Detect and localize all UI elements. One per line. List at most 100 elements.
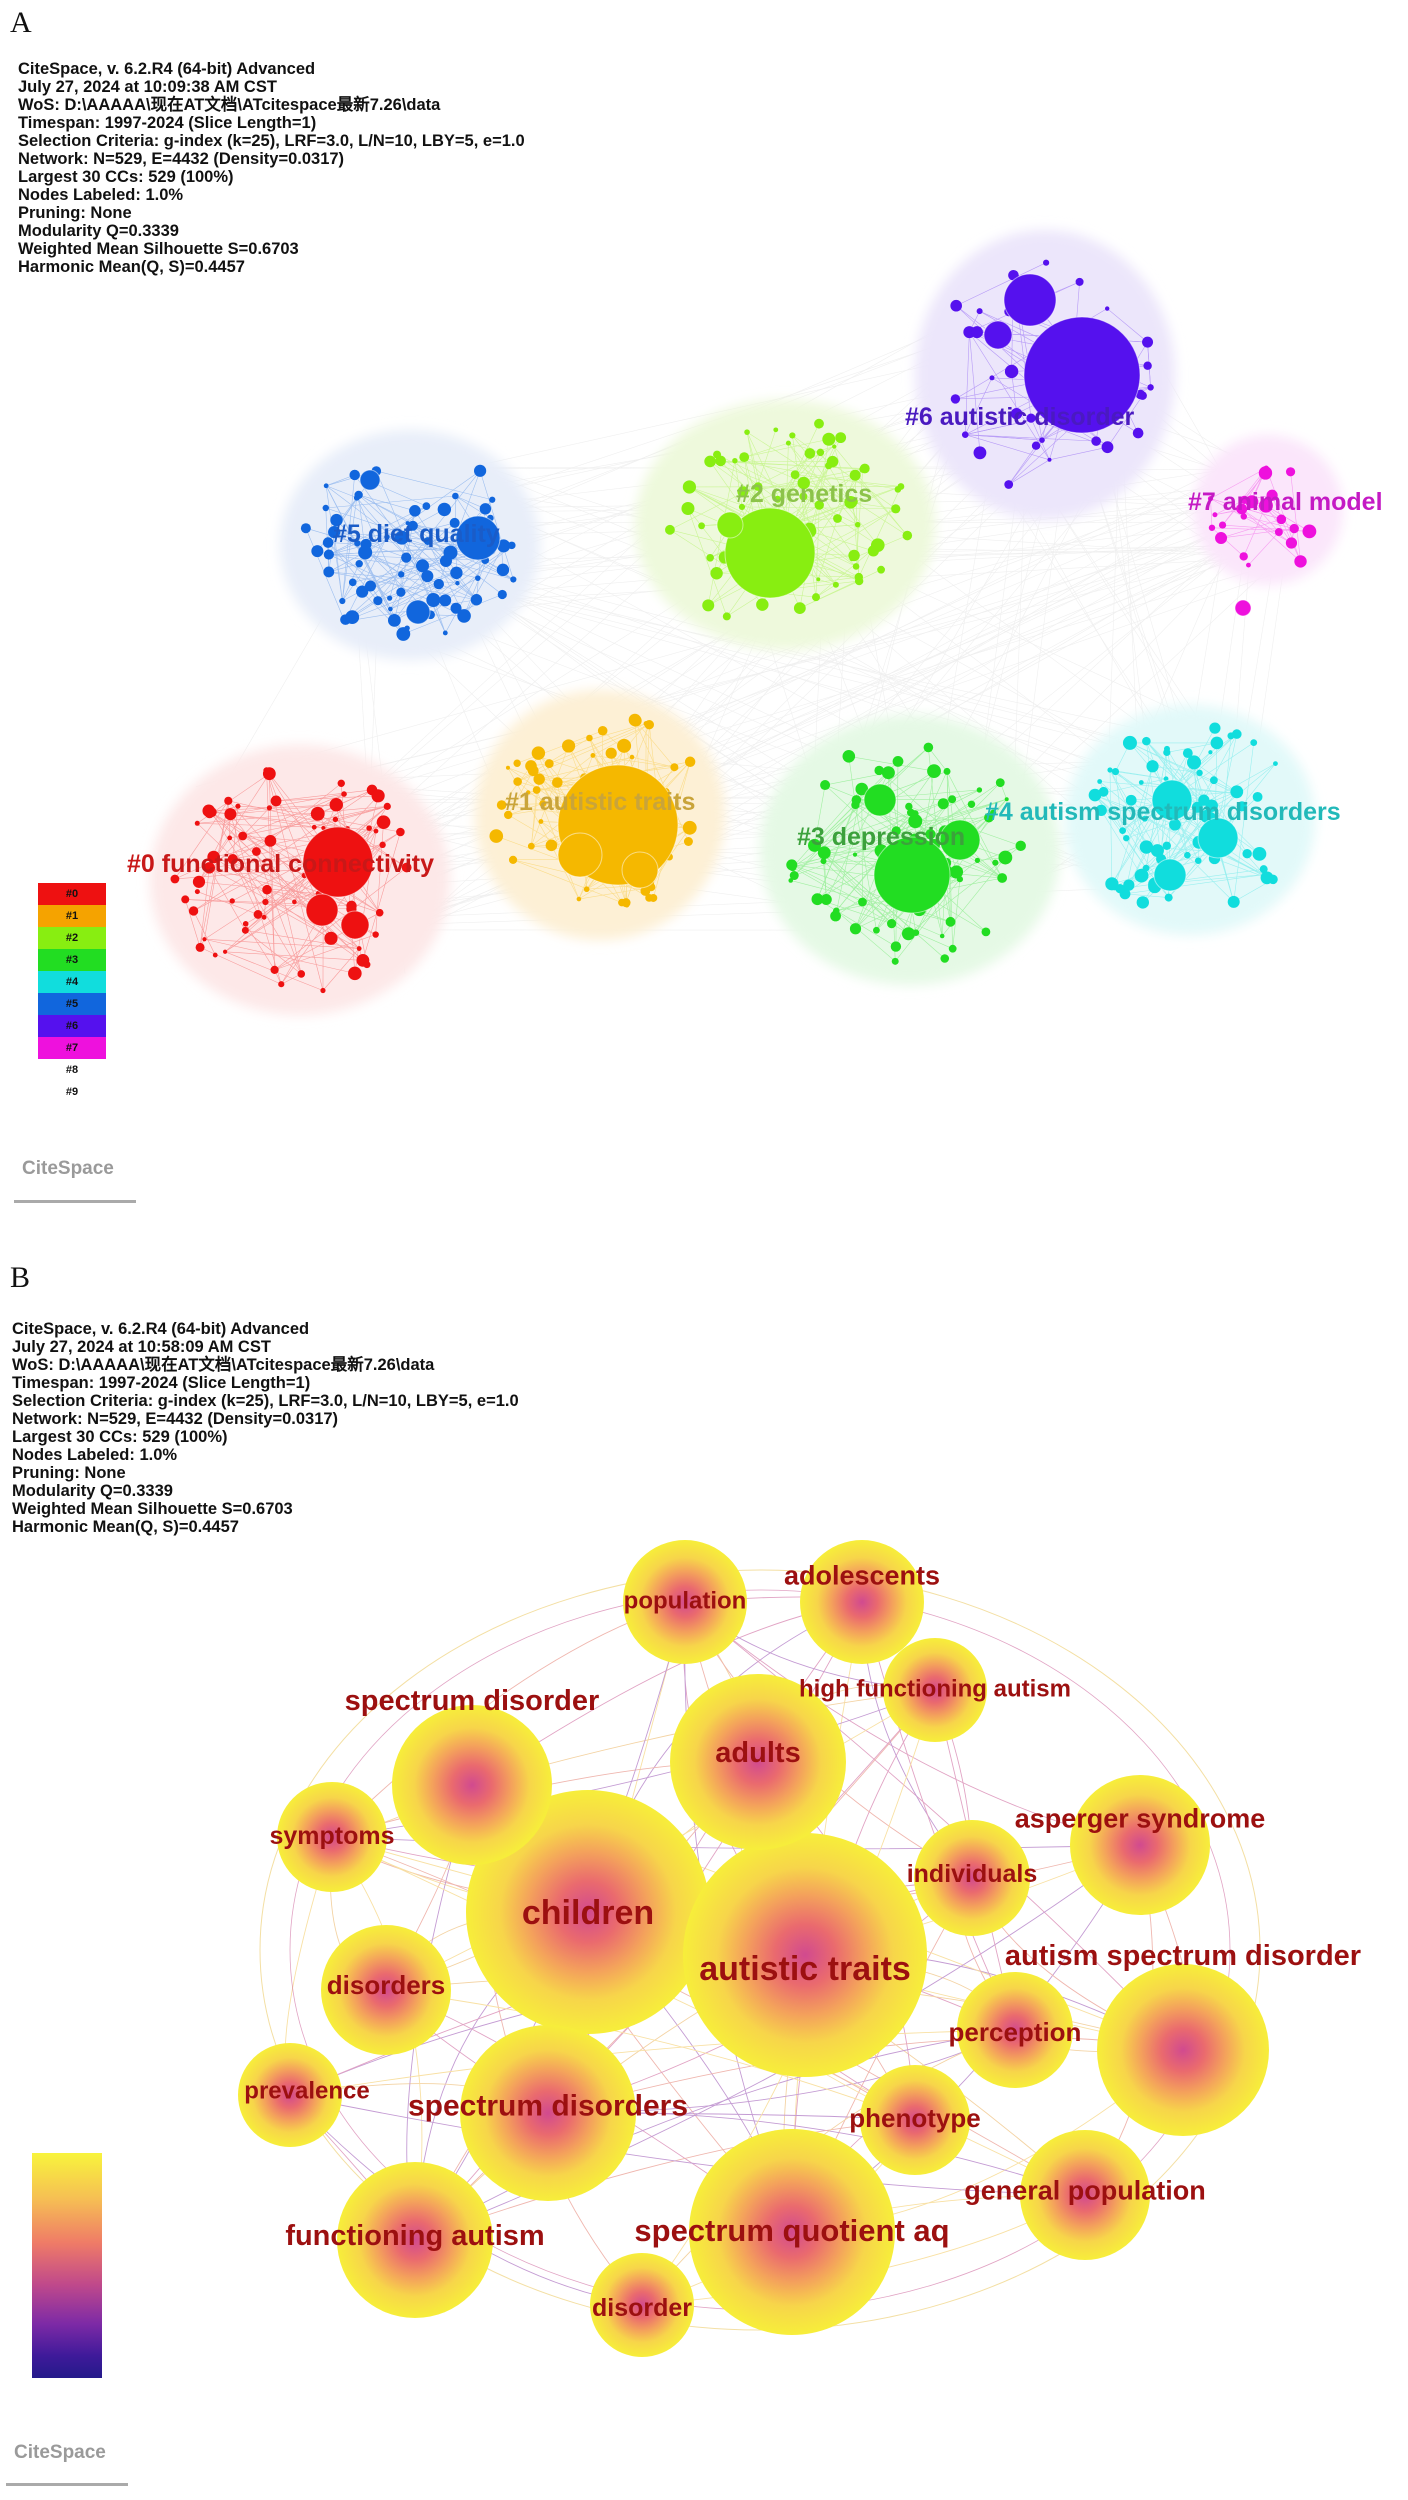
legend-swatch-8: #8: [38, 1059, 106, 1081]
cluster-node: [203, 862, 216, 874]
cluster-node: [457, 609, 471, 623]
info-line: July 27, 2024 at 10:58:09 AM CST: [12, 1338, 271, 1356]
cluster-node: [383, 802, 391, 810]
cluster-node: [270, 795, 282, 807]
cluster-hub-node: [724, 507, 816, 599]
cluster-node: [376, 815, 391, 829]
cluster-node: [830, 910, 841, 922]
info-line: Selection Criteria: g-index (k=25), LRF=…: [18, 132, 525, 150]
cluster-node: [618, 898, 626, 907]
cluster-node: [1119, 827, 1127, 835]
cluster-node: [227, 853, 238, 865]
cluster-node: [505, 765, 510, 770]
info-line: Modularity Q=0.3339: [18, 222, 179, 240]
cluster-node: [890, 941, 902, 952]
cluster-node: [1208, 750, 1213, 755]
cluster-node: [387, 613, 401, 627]
cluster-node: [576, 896, 582, 902]
cluster-3: #3 depression: [760, 715, 1060, 985]
cluster-node: [851, 795, 862, 805]
info-line: Weighted Mean Silhouette S=0.6703: [12, 1500, 293, 1518]
cluster-node: [867, 545, 879, 557]
cluster-node: [1207, 496, 1214, 502]
cluster-node: [261, 914, 267, 920]
cluster-label-2: #2 genetics: [736, 480, 872, 508]
logo-base-b: [6, 2473, 128, 2486]
cluster-node: [990, 809, 997, 816]
cluster-node: [804, 448, 816, 459]
cluster-node: [356, 946, 362, 951]
cluster-node: [682, 480, 697, 494]
cluster-node: [533, 773, 545, 785]
cluster-node: [202, 937, 207, 942]
cluster-hub-node: [939, 819, 981, 861]
cluster-node: [366, 825, 372, 831]
cluster-node: [1147, 384, 1154, 391]
cluster-node: [292, 899, 297, 905]
cluster-node: [788, 878, 794, 883]
info-line: Harmonic Mean(Q, S)=0.4457: [12, 1518, 239, 1536]
cluster-node: [617, 738, 632, 753]
cluster-node: [949, 865, 964, 879]
cluster-node: [539, 800, 547, 808]
cluster-node: [329, 798, 343, 812]
cluster-hub-node: [983, 320, 1013, 350]
cluster-node: [1169, 818, 1181, 831]
cluster-node: [1111, 767, 1120, 776]
cluster-node: [348, 578, 357, 587]
info-line: Pruning: None: [18, 204, 132, 222]
cluster-node: [814, 500, 824, 510]
cluster-node: [238, 831, 248, 841]
cluster-node: [1191, 801, 1203, 813]
cluster-node: [1142, 336, 1154, 348]
cluster-node: [710, 567, 723, 580]
cluster-node: [262, 767, 276, 781]
cluster-node: [629, 754, 635, 760]
cluster-node: [322, 537, 334, 548]
cluster-node: [470, 594, 483, 606]
info-line: CiteSpace, v. 6.2.R4 (64-bit) Advanced: [12, 1320, 310, 1338]
cluster-node: [224, 796, 233, 805]
cluster-node: [992, 859, 999, 866]
cluster-node: [852, 852, 858, 857]
info-line: Pruning: None: [12, 1464, 126, 1482]
cluster-node: [1164, 893, 1173, 902]
cluster-node: [732, 458, 738, 464]
cluster-node: [242, 921, 249, 927]
cluster-node: [439, 594, 452, 607]
cluster-hub-node: [405, 599, 431, 625]
cluster-node: [407, 520, 418, 531]
cluster-node: [1261, 872, 1267, 877]
cluster-node: [998, 850, 1013, 865]
cluster-node: [270, 965, 279, 974]
info-line: Harmonic Mean(Q, S)=0.4457: [18, 258, 245, 276]
cluster-label-5: #5 diet quality: [333, 520, 500, 548]
cluster-hub-node: [1197, 817, 1239, 859]
cluster-node: [356, 585, 369, 598]
cluster-node: [961, 431, 969, 438]
cluster-node: [859, 465, 867, 473]
cluster-label-3: #3 depression: [797, 823, 965, 851]
cluster-node: [1209, 722, 1221, 734]
cluster-node: [1088, 788, 1102, 802]
cluster-node: [384, 534, 390, 540]
cluster-node: [452, 492, 459, 500]
legend-swatch-5: #5: [38, 993, 106, 1015]
cluster-node: [1208, 524, 1216, 531]
cluster-node: [822, 432, 836, 446]
cluster-node: [1242, 849, 1252, 859]
cluster-node: [925, 829, 936, 840]
info-line: Weighted Mean Silhouette S=0.6703: [18, 240, 299, 258]
cluster-node: [722, 612, 731, 621]
cluster-node: [1097, 779, 1103, 784]
cluster-node: [450, 602, 462, 614]
cluster-node: [1105, 877, 1119, 891]
info-line: Modularity Q=0.3339: [12, 1482, 173, 1500]
cluster-node: [1095, 804, 1107, 816]
cluster-node: [324, 931, 338, 945]
cluster-node: [940, 954, 950, 963]
cluster-node: [371, 789, 385, 803]
cluster-node: [323, 566, 335, 578]
cluster-node: [1004, 480, 1014, 489]
cluster-node: [404, 625, 410, 631]
